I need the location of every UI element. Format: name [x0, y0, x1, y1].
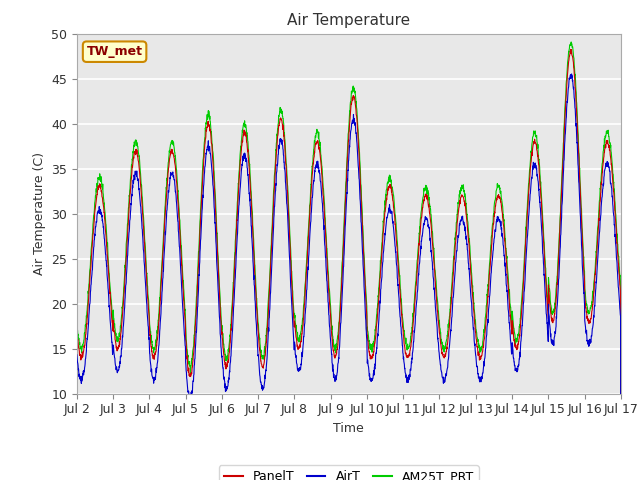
AM25T_PRT: [225, 348, 232, 354]
AirT: [225, 379, 232, 385]
PanelT: [584, 316, 592, 322]
PanelT: [365, 343, 372, 349]
AM25T_PRT: [507, 304, 515, 310]
PanelT: [225, 359, 232, 365]
AirT: [584, 341, 592, 347]
Text: TW_met: TW_met: [86, 45, 143, 58]
AM25T_PRT: [567, 39, 575, 45]
AM25T_PRT: [569, 47, 577, 52]
PanelT: [567, 47, 575, 52]
AirT: [569, 82, 577, 87]
X-axis label: Time: Time: [333, 422, 364, 435]
PanelT: [73, 330, 81, 336]
Line: AM25T_PRT: AM25T_PRT: [77, 42, 621, 475]
AM25T_PRT: [376, 267, 384, 273]
AM25T_PRT: [365, 333, 372, 338]
AM25T_PRT: [73, 322, 81, 328]
PanelT: [569, 57, 577, 62]
Line: AirT: AirT: [77, 74, 621, 480]
AirT: [507, 339, 515, 345]
AirT: [73, 352, 81, 358]
Y-axis label: Air Temperature (C): Air Temperature (C): [33, 152, 45, 275]
Line: PanelT: PanelT: [77, 49, 621, 480]
AirT: [376, 300, 384, 306]
AM25T_PRT: [617, 472, 625, 478]
AirT: [568, 71, 575, 77]
AirT: [365, 363, 372, 369]
PanelT: [376, 275, 384, 281]
Legend: PanelT, AirT, AM25T_PRT: PanelT, AirT, AM25T_PRT: [219, 465, 479, 480]
PanelT: [507, 317, 515, 323]
AM25T_PRT: [584, 308, 592, 313]
Title: Air Temperature: Air Temperature: [287, 13, 410, 28]
